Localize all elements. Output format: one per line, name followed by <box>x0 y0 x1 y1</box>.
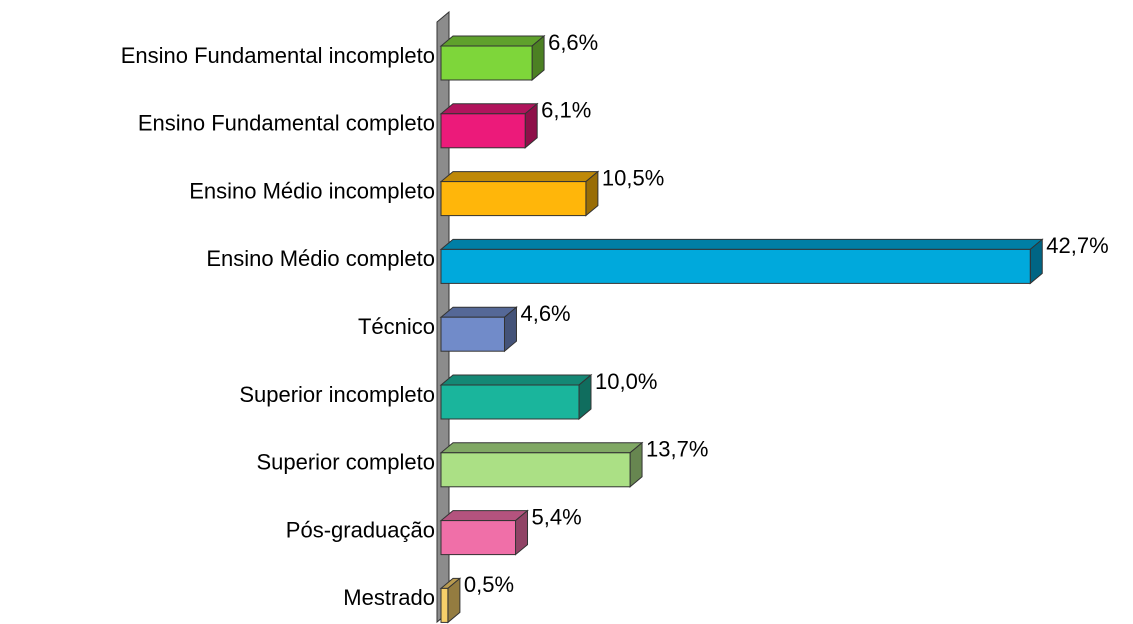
value-label: 4,6% <box>520 301 570 326</box>
bar-top <box>439 306 518 318</box>
bar <box>439 441 644 488</box>
category-label: Mestrado <box>343 585 435 610</box>
bar-top <box>439 510 529 522</box>
category-label: Ensino Fundamental incompleto <box>121 43 435 68</box>
value-label: 10,0% <box>595 369 657 394</box>
bar-top <box>439 103 539 115</box>
bar-front <box>440 113 526 149</box>
bar-top <box>439 442 644 454</box>
bar-front <box>440 452 631 488</box>
bar-top <box>439 171 600 183</box>
bar <box>439 238 1044 285</box>
bar-front <box>440 45 533 81</box>
value-label: 6,1% <box>541 98 591 123</box>
bar-top <box>439 238 1044 250</box>
value-label: 42,7% <box>1046 233 1108 258</box>
value-label: 0,5% <box>464 572 514 597</box>
bar <box>439 34 546 82</box>
category-label: Superior incompleto <box>239 382 435 407</box>
bar-front <box>440 587 449 623</box>
value-label: 10,5% <box>602 165 664 190</box>
category-label: Ensino Médio completo <box>206 246 435 271</box>
bar <box>439 306 518 353</box>
bar <box>439 102 539 149</box>
bar-front <box>440 248 1031 284</box>
category-label: Técnico <box>358 314 435 339</box>
bar-top <box>439 35 546 47</box>
bar-front <box>440 316 505 352</box>
category-label: Ensino Médio incompleto <box>189 178 435 203</box>
bar <box>439 170 600 217</box>
category-label: Pós-graduação <box>286 517 435 542</box>
bar-front <box>440 520 517 556</box>
bar <box>439 373 593 421</box>
bar <box>439 509 529 556</box>
category-label: Ensino Fundamental completo <box>138 111 435 136</box>
value-label: 13,7% <box>646 437 708 462</box>
bar-top <box>439 374 593 386</box>
value-label: 6,6% <box>548 30 598 55</box>
category-label: Superior completo <box>256 450 435 475</box>
value-label: 5,4% <box>532 504 582 529</box>
bar-front <box>440 181 587 217</box>
bar <box>439 577 462 624</box>
bar-front <box>440 384 580 420</box>
